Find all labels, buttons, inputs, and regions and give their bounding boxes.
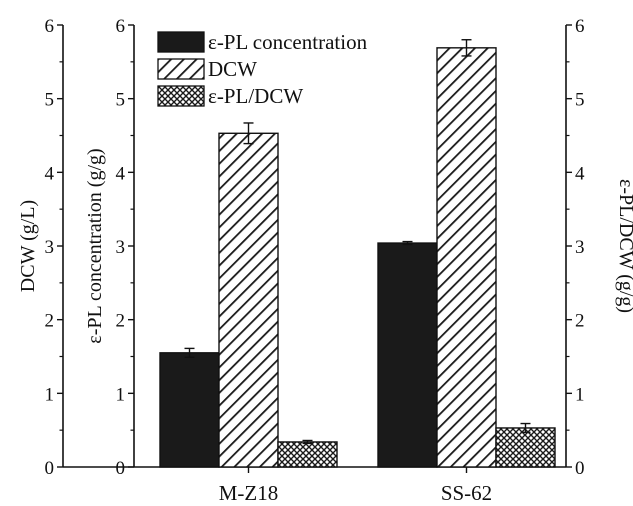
right-tick-label: 6 xyxy=(575,16,585,37)
bar-2-ss-62 xyxy=(436,47,497,468)
right-tick-label: 3 xyxy=(575,237,585,258)
inner-left-tick-label: 4 xyxy=(116,163,126,184)
legend-swatch-3 xyxy=(157,85,205,107)
error-bars xyxy=(184,39,531,445)
bar-3-ss-62 xyxy=(495,427,556,468)
left-tick-label: 3 xyxy=(45,237,55,258)
bars xyxy=(159,47,556,468)
right-tick-label: 5 xyxy=(575,90,585,111)
bar-1-ss-62 xyxy=(377,242,438,468)
right-tick-label: 4 xyxy=(575,163,585,184)
right-tick-label: 0 xyxy=(575,458,585,479)
legend-swatch-1 xyxy=(157,31,205,53)
tick-labels: 0 1 2 3 4 5 6 0 1 2 3 4 5 6 0 1 2 3 4 5 6 M-Z18 SS-62 xyxy=(45,16,586,505)
category-label: SS-62 xyxy=(441,481,492,505)
inner-left-tick-label: 3 xyxy=(116,237,126,258)
bar-3-m-z18 xyxy=(277,441,338,468)
left-tick-label: 6 xyxy=(45,16,55,37)
inner-left-axis-label: ε-PL concentration (g/g) xyxy=(84,148,106,343)
inner-left-tick-label: 1 xyxy=(116,384,126,405)
legend-swatch-2 xyxy=(157,58,205,80)
inner-left-tick-label: 6 xyxy=(116,16,126,37)
right-axis-label: ε-PL/DCW (g/g) xyxy=(615,179,633,313)
inner-left-tick-label: 2 xyxy=(116,311,126,332)
inner-left-tick-label: 5 xyxy=(116,90,126,111)
right-tick-label: 1 xyxy=(575,384,585,405)
legend-label-2: DCW xyxy=(208,57,257,81)
left-tick-label: 0 xyxy=(45,458,55,479)
left-tick-label: 2 xyxy=(45,311,55,332)
inner-left-tick-label: 0 xyxy=(116,458,126,479)
left-tick-label: 4 xyxy=(45,163,55,184)
left-tick-label: 1 xyxy=(45,384,55,405)
bar-1-m-z18 xyxy=(159,352,220,468)
left-tick-label: 5 xyxy=(45,90,55,111)
legend-label-3: ε-PL/DCW xyxy=(208,84,303,108)
left-axis-label: DCW (g/L) xyxy=(17,200,39,292)
legend-label-1: ε-PL concentration xyxy=(208,30,368,54)
bar-2-m-z18 xyxy=(218,132,279,468)
right-tick-label: 2 xyxy=(575,311,585,332)
legend: ε-PL concentration DCW ε-PL/DCW xyxy=(157,30,368,108)
category-label: M-Z18 xyxy=(219,481,279,505)
